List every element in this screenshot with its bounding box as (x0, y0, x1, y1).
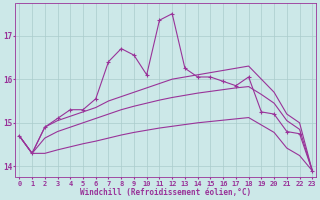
X-axis label: Windchill (Refroidissement éolien,°C): Windchill (Refroidissement éolien,°C) (80, 188, 252, 197)
